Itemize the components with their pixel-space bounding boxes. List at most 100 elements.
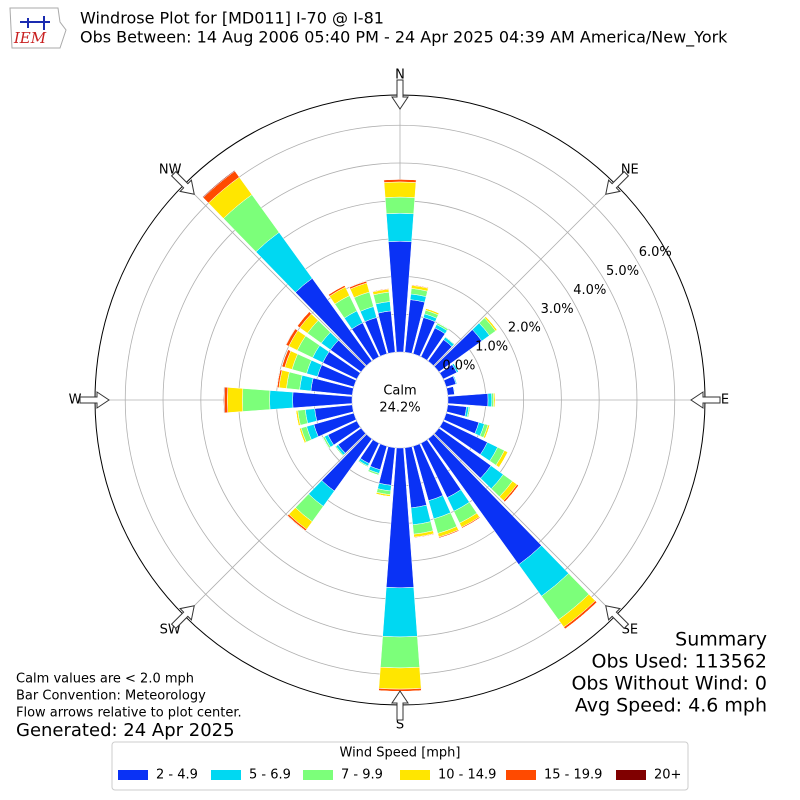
legend-swatch: [211, 770, 241, 780]
rose-bar: [376, 493, 391, 497]
legend-swatch: [506, 770, 536, 780]
rose-bar: [380, 636, 420, 669]
summary-line: Avg Speed: 4.6 mph: [575, 695, 767, 717]
rose-bar: [487, 393, 493, 407]
logo-outline: [9, 7, 67, 49]
rose-bar: [383, 181, 417, 198]
flow-arrow: [170, 605, 195, 630]
rose-bar: [437, 322, 449, 330]
rose-bar: [287, 515, 306, 532]
legend-swatch: [616, 770, 646, 780]
rose-bar: [468, 407, 471, 418]
flow-arrow-shape: [170, 605, 195, 630]
flow-arrow-shape: [79, 391, 110, 409]
grid-spoke: [433, 433, 616, 616]
rose-bar: [378, 666, 422, 690]
rose-bar: [382, 587, 418, 638]
rose-bar: [453, 375, 458, 384]
x-tick-label: S: [396, 718, 404, 733]
y-tick-label: 6.0%: [639, 245, 672, 260]
rose-bar: [410, 504, 432, 526]
flow-arrow-shape: [170, 170, 195, 195]
summary-line: Obs Used: 113562: [592, 651, 767, 673]
calm-value: 24.2%: [379, 401, 420, 416]
rose-bar: [224, 386, 229, 414]
rose-bar: [297, 311, 310, 327]
rose-bar: [242, 388, 271, 412]
rose-bar: [295, 410, 299, 426]
x-tick-label: N: [395, 68, 405, 83]
chart-subtitle: Obs Between: 14 Aug 2006 05:40 PM - 24 A…: [80, 28, 728, 48]
rose-bar: [384, 196, 416, 215]
rose-bar: [202, 170, 236, 198]
rose-bar: [447, 393, 489, 407]
rose-bar: [386, 213, 414, 242]
rose-bar: [383, 179, 417, 181]
note: Flow arrows relative to plot center.: [16, 706, 242, 721]
calm-label: Calm: [383, 384, 416, 399]
grid-spoke: [184, 184, 367, 367]
y-tick-label: 4.0%: [573, 283, 606, 298]
legend-label: 2 - 4.9: [156, 768, 198, 783]
flow-arrow: [690, 391, 721, 409]
legend-swatch: [303, 770, 333, 780]
legend-swatch: [118, 770, 148, 780]
x-tick-label: E: [721, 393, 729, 408]
legend-label: 7 - 9.9: [341, 768, 383, 783]
rose-bar: [285, 328, 296, 346]
flow-arrow: [391, 690, 409, 721]
logo-mark: [20, 16, 50, 30]
rose-bar: [227, 387, 244, 413]
grid-spoke: [433, 184, 616, 367]
rose-bar: [425, 308, 440, 314]
rose-bar: [372, 288, 389, 292]
y-tick-label: 5.0%: [606, 264, 639, 279]
rose-bar: [334, 446, 343, 457]
x-tick-label: W: [69, 393, 82, 408]
note: Bar Convention: Meteorology: [16, 689, 206, 704]
summary-line: Summary: [675, 629, 767, 651]
legend-title: Wind Speed [mph]: [340, 746, 461, 761]
flow-arrow-shape: [690, 391, 721, 409]
flow-arrow: [605, 605, 630, 630]
flow-arrow-shape: [605, 170, 630, 195]
flow-arrow: [170, 170, 195, 195]
note: Calm values are < 2.0 mph: [16, 672, 194, 687]
y-tick-label: 2.0%: [508, 321, 541, 336]
rose-bar: [378, 690, 422, 692]
legend-label: 10 - 14.9: [438, 768, 496, 783]
flow-arrow-shape: [605, 605, 630, 630]
legend-label: 5 - 6.9: [249, 768, 291, 783]
rose-bar: [276, 369, 281, 388]
y-tick-label: 3.0%: [541, 302, 574, 317]
rose-bar: [367, 471, 379, 476]
summary-line: Obs Without Wind: 0: [571, 673, 767, 695]
flow-arrow-shape: [391, 79, 409, 110]
chart-title: Windrose Plot for [MD011] I-70 @ I-81: [80, 9, 384, 28]
rose-bar: [292, 391, 353, 409]
legend-box: [111, 741, 689, 791]
y-tick-label: 0.0%: [442, 359, 475, 374]
rose-bar: [453, 386, 456, 395]
rose-bar: [439, 530, 459, 539]
flow-arrow: [391, 79, 409, 110]
grid-spoke: [184, 433, 367, 616]
logo: IEM: [9, 7, 67, 49]
rose-bar: [349, 280, 367, 288]
legend-label: 15 - 19.9: [544, 768, 602, 783]
rose-bar: [269, 390, 294, 410]
rose-bar: [358, 461, 368, 468]
rose-bar: [445, 336, 455, 345]
y-tick-label: 1.0%: [475, 340, 508, 355]
flow-arrow-shape: [391, 690, 409, 721]
legend-label: 20+: [654, 768, 681, 783]
rose-bar: [223, 386, 225, 414]
rose-bar: [461, 517, 481, 529]
calm-circle: [352, 352, 448, 448]
logo-text: IEM: [13, 29, 47, 47]
flow-arrow: [79, 391, 110, 409]
legend-swatch: [400, 770, 430, 780]
generated: Generated: 24 Apr 2025: [16, 720, 235, 741]
flow-arrow: [605, 170, 630, 195]
